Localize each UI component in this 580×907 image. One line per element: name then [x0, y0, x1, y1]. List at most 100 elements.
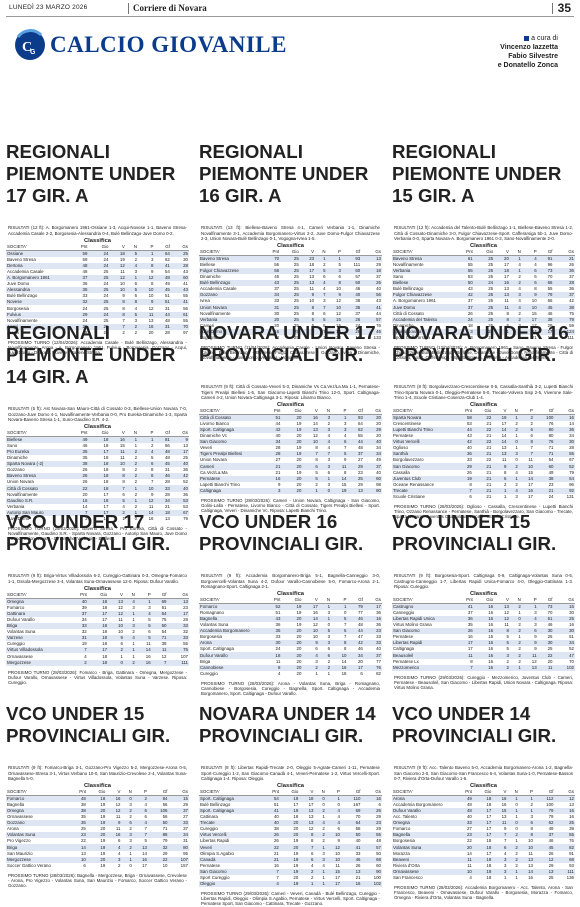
col-header-gs: Gs	[363, 407, 382, 415]
table-row: Dertona 48 24 12 4 8 41 28	[6, 262, 189, 269]
stat-cell: 17	[472, 832, 493, 839]
stat-cell: 3	[454, 328, 474, 335]
stat-cell: 0	[318, 487, 332, 494]
stat-cell: 9	[170, 436, 189, 443]
stat-cell: 11	[120, 455, 125, 461]
stat-cell: 17	[472, 807, 493, 814]
team-name: Fulvius	[6, 311, 68, 318]
stat-cell: 6	[318, 652, 332, 659]
stat-cell: 4	[515, 469, 518, 475]
stat-cell: 40	[376, 286, 381, 292]
stat-cell: 79	[183, 515, 188, 521]
stat-cell: 96	[569, 481, 574, 487]
stat-cell: 21	[472, 463, 493, 470]
table-row: Acqui 20 25 7 2 16 31 70	[6, 323, 189, 330]
stat-cell: 133	[373, 334, 381, 340]
stat-cell: 2	[494, 664, 510, 671]
results-text: RISULTATI (12 ft): Accademia del Talento…	[394, 225, 573, 241]
table-row: Biellese 50 24 16 2 6 66 28	[392, 280, 575, 287]
stat-cell: 25	[88, 287, 110, 294]
team-name: Cureggio	[7, 641, 25, 647]
stat-cell: 19	[86, 844, 107, 851]
col-header-gs: Gs	[363, 596, 382, 604]
table-row: Sport. Caltignaga 41 19 13 2 4 69 26	[199, 807, 382, 814]
stat-cell: 5	[315, 267, 327, 274]
stat-cell: 0	[509, 615, 522, 622]
stat-cell: 25	[488, 286, 494, 292]
stat-cell: 2	[515, 420, 518, 426]
stat-cell: 50	[341, 280, 362, 287]
stat-cell: 1	[302, 487, 319, 494]
stat-cell: 21	[472, 487, 493, 494]
stat-cell: 82	[554, 844, 575, 851]
stat-cell: 8	[109, 473, 126, 480]
team-name: Arona	[199, 640, 261, 647]
stat-cell: 13	[183, 442, 188, 448]
stat-cell: 14	[68, 844, 87, 851]
stat-cell: 10	[335, 850, 340, 856]
stat-cell: 16	[145, 653, 151, 659]
table-row: Arona 25 20 11 2 7 71 37	[6, 826, 189, 832]
svg-text:G: G	[30, 49, 36, 56]
stat-cell: 34	[569, 433, 574, 439]
stat-cell: 2	[504, 481, 507, 487]
stat-cell: 7	[344, 634, 347, 640]
stat-cell: 38	[553, 304, 575, 311]
stat-cell: 18	[88, 485, 110, 492]
stat-cell: 36	[553, 267, 575, 274]
standings-block: VCO UNDER 14 PROVINCIALI GIR. RISULTATI (…	[392, 684, 575, 901]
stat-cell: 18	[87, 635, 109, 642]
stat-cell: 51	[275, 609, 281, 615]
stat-cell: 4	[507, 487, 519, 494]
stat-cell: 19	[296, 469, 302, 475]
stat-cell: 17	[302, 603, 319, 610]
col-header-n: N	[509, 596, 522, 604]
stat-cell: 21	[486, 445, 492, 451]
stat-cell: 107	[180, 653, 188, 659]
stat-cell: 2	[311, 874, 314, 880]
stat-cell: 1	[318, 615, 332, 622]
stat-cell: 14	[135, 647, 152, 654]
stat-cell: 79	[548, 814, 554, 820]
stat-cell: 25	[293, 322, 299, 328]
stat-cell: 25	[473, 255, 495, 262]
stat-cell: 6	[521, 628, 538, 635]
team-name: Gaudino S.R.	[6, 497, 68, 504]
col-header-n: N	[314, 788, 326, 796]
stat-cell: 4	[118, 850, 121, 856]
col-header-gf: Gf	[347, 596, 364, 604]
col-header-n: N	[507, 788, 519, 796]
col-header-v: V	[494, 596, 510, 604]
table-row: Briga 11 20 3 2 14 20 77	[199, 659, 382, 665]
stat-cell: 3	[518, 334, 521, 340]
stat-cell: 20	[281, 615, 303, 622]
table-row: Accademia Borgomanero 48 18 16 0 2 100 13	[392, 802, 575, 808]
stat-cell: 9	[151, 491, 154, 497]
col-header-team: SOCIETA'	[6, 591, 68, 599]
stat-cell: 15	[168, 795, 189, 802]
stat-cell: 54	[261, 795, 280, 802]
stat-cell: 4	[125, 262, 139, 269]
stat-cell: 5	[109, 497, 126, 504]
stat-cell: 21	[486, 469, 492, 475]
stat-cell: 0	[337, 801, 340, 807]
team-name: Arona	[392, 795, 454, 802]
stat-cell: 25	[553, 615, 575, 622]
team-name: Sport. Caltignaga	[199, 807, 261, 814]
stat-cell: 31	[154, 323, 171, 330]
standings-block: NOVARA UNDER 16 PROVINCIALI GIR. RISULTAT…	[392, 303, 575, 520]
stat-cell: 62	[533, 820, 555, 827]
stat-cell: 20	[296, 634, 302, 640]
table-row: Juve Domo 16 25 3 7 15 28 46	[199, 328, 382, 335]
col-header-team: SOCIETA'	[6, 788, 68, 796]
stat-cell: 15	[336, 322, 341, 328]
stat-cell: 17	[467, 646, 473, 652]
stat-cell: 25	[103, 305, 109, 311]
stat-cell: 30	[569, 609, 574, 615]
team-name: Oglioso	[393, 445, 408, 451]
stat-cell: 21	[261, 463, 282, 470]
stat-cell: 20	[357, 658, 363, 664]
team-name: Borgosesia	[7, 305, 29, 311]
team-name: Verbania	[7, 503, 25, 509]
stat-cell: 4	[134, 305, 138, 311]
